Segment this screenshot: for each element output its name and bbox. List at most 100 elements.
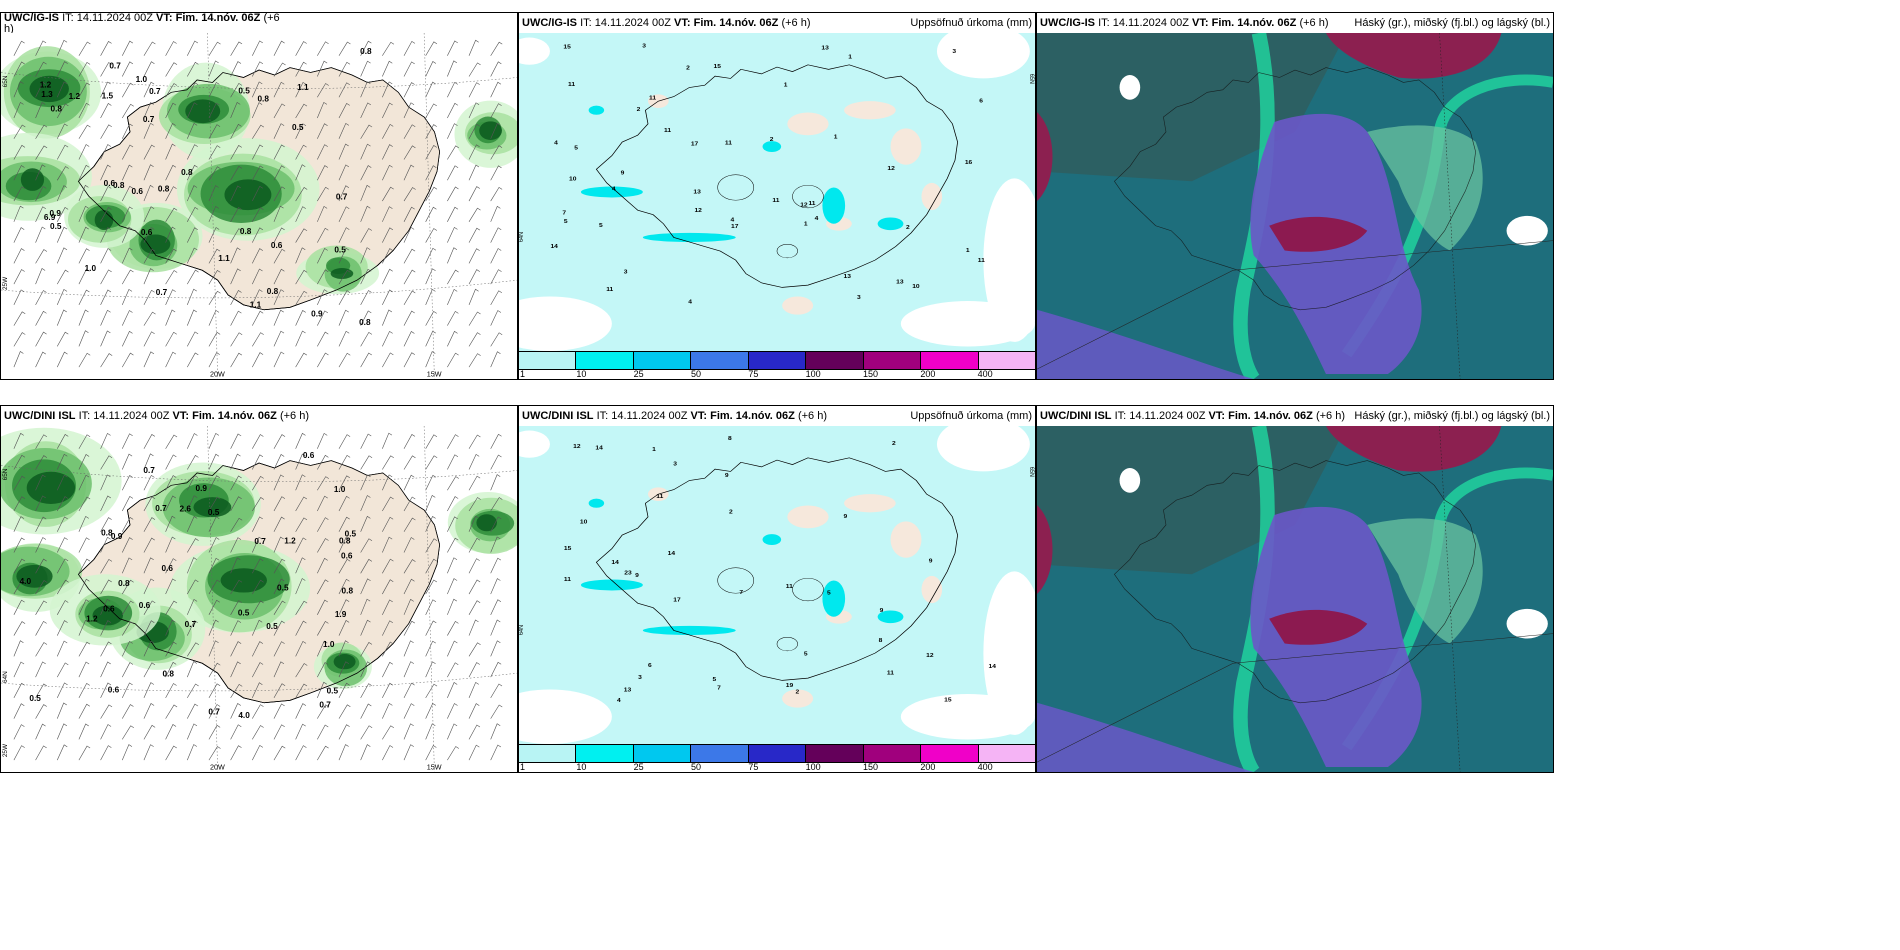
wind-barb bbox=[56, 207, 69, 222]
wind-barb bbox=[468, 724, 481, 740]
no-precip-areas bbox=[519, 33, 1035, 351]
wind-barb bbox=[295, 330, 306, 347]
wind-barb bbox=[143, 268, 154, 285]
precip-cell bbox=[822, 187, 846, 224]
wind-barb bbox=[425, 516, 436, 532]
map-canvas[interactable] bbox=[1037, 33, 1553, 379]
wind-barb bbox=[295, 640, 307, 657]
wind-barb bbox=[317, 310, 329, 326]
wind-barb bbox=[13, 205, 24, 222]
map-view[interactable] bbox=[1037, 33, 1553, 379]
wind-barb bbox=[35, 310, 47, 326]
map-view[interactable]: 0.5 1.0 1.2 1.9 4.0 0.6 0.8 0.6 0.7 0.5 0.8 0.6 0.9 0… bbox=[1, 426, 517, 772]
wind-barb bbox=[490, 290, 503, 305]
wind-barb bbox=[360, 81, 371, 98]
wind-barb bbox=[360, 515, 371, 532]
map-view[interactable]: 3 2 14 11 10 6 9 11 17 23 8 2 14 15 15 14 11 9 12 13 9 9 5 11 4 8… bbox=[519, 426, 1035, 744]
lead-time: (+6 h) bbox=[279, 410, 309, 422]
wind-barb bbox=[165, 83, 178, 98]
wind-barb bbox=[186, 247, 198, 264]
wind-barb bbox=[208, 270, 221, 285]
wind-barb bbox=[35, 495, 46, 512]
wind-barb bbox=[490, 227, 502, 243]
precip-blob bbox=[26, 471, 76, 504]
map-view[interactable]: 0.8 0.7 0.7 1.5 1.2 0.8 1.0 0.8 1.3 0.9 0.6 6.9 0.9 0… bbox=[1, 33, 517, 379]
precip-value-label: 0.8 bbox=[359, 318, 371, 327]
wind-barb bbox=[295, 164, 306, 181]
wind-barb bbox=[490, 536, 501, 553]
wind-barb bbox=[165, 351, 177, 368]
product-title: Háský (gr.), miðský (fj.bl.) og lágský (… bbox=[1354, 17, 1550, 29]
wind-barb bbox=[187, 455, 199, 470]
legend-swatch bbox=[633, 352, 692, 369]
map-canvas[interactable]: 3214111069111723821415151411912139951148… bbox=[519, 426, 1035, 744]
wind-barb bbox=[273, 516, 285, 532]
wind-barb bbox=[403, 474, 415, 491]
wind-barb bbox=[143, 61, 155, 77]
wind-barb bbox=[186, 620, 198, 636]
value-labels: 0.51.01.21.94.00.60.80.60.70.50.80.60.90… bbox=[20, 451, 357, 720]
wind-barb bbox=[13, 454, 26, 470]
wind-barb bbox=[317, 60, 328, 77]
wind-barb bbox=[382, 496, 394, 512]
wind-barb bbox=[382, 599, 393, 615]
wind-barb bbox=[273, 186, 286, 202]
wind-barb bbox=[13, 475, 26, 491]
precip-value-label: 3 bbox=[952, 48, 956, 55]
wind-barb bbox=[382, 579, 394, 595]
map-canvas[interactable]: 0.80.70.71.51.20.81.00.81.30.90.66.90.90… bbox=[1, 33, 517, 379]
wind-barb bbox=[121, 247, 133, 264]
wind-barb bbox=[403, 455, 416, 470]
wind-barb bbox=[252, 332, 264, 347]
meridian-15w bbox=[423, 426, 435, 772]
wind-barb bbox=[78, 558, 91, 574]
wind-barb bbox=[100, 598, 111, 615]
wind-barb bbox=[208, 537, 220, 553]
legend-swatch bbox=[519, 352, 577, 369]
wind-barb bbox=[447, 186, 459, 202]
wind-barb bbox=[447, 557, 458, 574]
wind-barb bbox=[100, 269, 112, 285]
wind-barb bbox=[143, 248, 156, 264]
wind-barb bbox=[35, 745, 47, 761]
legend-label: 25 bbox=[633, 369, 644, 379]
lead-time: (+6 h) bbox=[1315, 410, 1345, 422]
map-view[interactable] bbox=[1037, 426, 1553, 772]
precip-value-label: 0.8 bbox=[101, 529, 113, 538]
parallel-65n bbox=[1, 72, 517, 89]
wind-barb bbox=[425, 124, 437, 139]
precip-value-label: 2 bbox=[686, 65, 690, 72]
panel-header: UWC/IG-IS IT: 14.11.2024 00Z VT: Fim. 14… bbox=[1037, 13, 1553, 33]
wind-barb bbox=[35, 145, 48, 160]
wind-barb bbox=[78, 226, 89, 243]
map-view[interactable]: 4 5 3 1 13 11 12 11 17 2 3 4 5 4 2 1 1 5 4 2 7 12 17 11 15 13 13 10… bbox=[519, 33, 1035, 351]
precip-value-label: 1.1 bbox=[250, 300, 262, 309]
wind-barb bbox=[403, 723, 414, 740]
precip-value-label: 0.8 bbox=[342, 587, 354, 596]
wind-barb bbox=[230, 745, 242, 761]
wind-barb bbox=[143, 81, 155, 98]
map-canvas[interactable]: 0.51.01.21.94.00.60.80.60.70.50.80.60.90… bbox=[1, 426, 517, 772]
wind-barb bbox=[121, 123, 133, 139]
wind-barb bbox=[121, 704, 134, 719]
dry-land-patches bbox=[648, 487, 943, 708]
wind-barb bbox=[447, 269, 459, 285]
wind-barb bbox=[230, 600, 242, 615]
model-name: UWC/IG-IS bbox=[4, 13, 59, 24]
map-canvas[interactable] bbox=[1037, 426, 1553, 772]
wind-barb bbox=[143, 682, 155, 698]
wind-barb bbox=[56, 331, 69, 347]
wind-barb bbox=[56, 103, 69, 119]
legend-label: 200 bbox=[920, 762, 936, 772]
wind-barb bbox=[56, 662, 69, 678]
precip-value-label: 0.8 bbox=[158, 185, 170, 194]
precip-value-label: 13 bbox=[896, 279, 904, 286]
wind-barb bbox=[295, 663, 308, 678]
model-name: UWC/DINI ISL bbox=[4, 410, 76, 422]
precip-value-label: 3 bbox=[642, 43, 646, 50]
wind-barb bbox=[447, 40, 459, 56]
wind-barb bbox=[78, 515, 89, 532]
wind-barb bbox=[121, 330, 133, 347]
wind-barb bbox=[56, 723, 68, 740]
